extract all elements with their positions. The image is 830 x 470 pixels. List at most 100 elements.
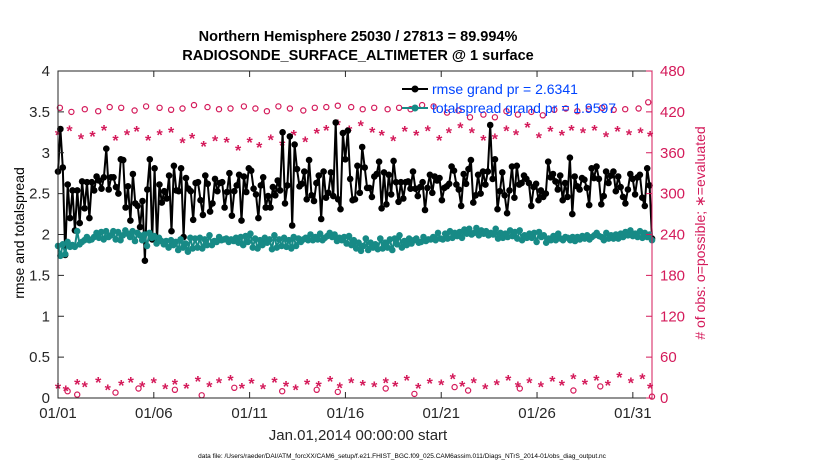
obs-evaluated-marker: * xyxy=(239,381,246,398)
spread-point xyxy=(247,230,254,237)
obs-evaluated-marker: * xyxy=(348,376,355,393)
spread-point xyxy=(143,242,151,250)
rmse-point xyxy=(518,179,525,187)
rmse-point xyxy=(643,165,651,172)
y-axis-label: rmse and totalspread xyxy=(11,167,27,299)
obs-possible-marker xyxy=(227,105,234,112)
obs-possible-marker xyxy=(323,103,330,111)
x-tick-label: 01/21 xyxy=(422,405,460,422)
y-tick-label: 3 xyxy=(42,145,50,162)
rmse-point xyxy=(400,195,407,202)
rmse-point xyxy=(255,214,262,222)
obs-evaluated-marker: * xyxy=(195,374,202,391)
obs-possible-marker xyxy=(395,104,403,112)
obs-evaluated-marker: * xyxy=(626,128,633,145)
obs-possible-marker xyxy=(68,108,75,116)
spread-point xyxy=(182,240,189,247)
obs-evaluated-marker: * xyxy=(162,382,169,399)
rmse-point xyxy=(272,192,279,199)
obs-evaluated-marker: * xyxy=(124,128,131,145)
rmse-point xyxy=(641,202,649,210)
rmse-point xyxy=(122,204,129,211)
y-tick-label: 4 xyxy=(42,63,50,80)
y-right-tick-label: 0 xyxy=(660,390,668,407)
rmse-point xyxy=(462,180,470,188)
obs-possible-marker xyxy=(585,105,593,113)
obs-evaluated-marker: * xyxy=(413,128,420,145)
rmse-point xyxy=(175,187,182,195)
rmse-point xyxy=(276,187,284,194)
obs-possible-marker xyxy=(112,389,119,396)
obs-possible-marker xyxy=(171,386,179,393)
rmse-point xyxy=(556,172,564,179)
rmse-point xyxy=(494,205,501,213)
obs-evaluated-marker: * xyxy=(323,123,330,140)
rmse-point xyxy=(189,216,197,224)
obs-evaluated-marker: * xyxy=(446,126,453,143)
rmse-point xyxy=(305,156,313,164)
rmse-point xyxy=(194,178,202,186)
x-tick-label: 01/01 xyxy=(39,405,77,422)
rmse-point xyxy=(291,141,298,148)
rmse-point xyxy=(209,200,216,207)
obs-possible-marker xyxy=(539,112,547,119)
rmse-point xyxy=(163,195,170,202)
rmse-point xyxy=(274,177,282,184)
rmse-point xyxy=(590,174,598,182)
rmse-point xyxy=(238,217,245,224)
spread-point xyxy=(540,232,548,239)
rmse-point xyxy=(486,121,494,129)
obs-possible-marker xyxy=(348,103,355,111)
obs-evaluated-marker: * xyxy=(471,376,478,393)
obs-evaluated-marker: * xyxy=(593,373,600,390)
rmse-point xyxy=(129,170,137,178)
rmse-point xyxy=(339,129,347,137)
spread-point xyxy=(362,235,370,242)
rmse-point xyxy=(233,182,240,189)
obs-evaluated-marker: * xyxy=(179,136,186,153)
rmse-point xyxy=(477,190,484,197)
rmse-point xyxy=(252,191,260,198)
rmse-point xyxy=(279,129,286,136)
rmse-point xyxy=(549,170,557,178)
rmse-point xyxy=(368,193,376,201)
rmse-point xyxy=(197,196,204,204)
obs-evaluated-marker: * xyxy=(637,126,644,143)
obs-possible-marker xyxy=(516,385,524,392)
obs-evaluated-marker: * xyxy=(358,119,365,136)
obs-evaluated-marker: * xyxy=(524,120,531,137)
rmse-point xyxy=(57,125,64,133)
obs-possible-marker xyxy=(215,105,223,113)
rmse-point xyxy=(457,202,465,210)
obs-possible-marker xyxy=(252,105,259,112)
data-file-footnote: data file: /Users/raeder/DAI/ATM_forcXX/… xyxy=(198,453,607,460)
rmse-point xyxy=(576,186,583,193)
spread-point xyxy=(345,232,353,240)
obs-evaluated-marker: * xyxy=(302,134,309,151)
obs-evaluated-marker: * xyxy=(235,143,242,160)
y-right-tick-label: 240 xyxy=(660,227,685,244)
obs-possible-marker xyxy=(514,111,522,118)
obs-evaluated-marker: * xyxy=(438,378,445,395)
obs-possible-marker xyxy=(73,391,81,398)
obs-evaluated-marker: * xyxy=(314,126,321,143)
obs-evaluated-marker: * xyxy=(392,379,399,396)
obs-evaluated-marker: * xyxy=(647,129,654,146)
spread-point xyxy=(528,234,536,242)
legend-rmse-label: rmse grand pr = 2.6341 xyxy=(432,81,578,97)
obs-evaluated-marker: * xyxy=(568,123,575,140)
rmse-point xyxy=(392,178,400,186)
spread-point xyxy=(292,242,300,250)
obs-evaluated-marker: * xyxy=(227,373,234,390)
rmse-point xyxy=(390,157,397,165)
rmse-point xyxy=(74,187,81,194)
spread-point xyxy=(331,231,338,238)
obs-evaluated-marker: * xyxy=(206,380,213,397)
obs-possible-marker xyxy=(480,111,487,118)
obs-evaluated-marker: * xyxy=(139,380,146,397)
obs-evaluated-marker: * xyxy=(526,376,533,393)
chart-subtitle: RADIOSONDE_SURFACE_ALTIMETER @ 1 surface xyxy=(182,48,533,64)
rmse-point xyxy=(619,193,627,201)
rmse-point xyxy=(561,179,569,187)
rmse-point xyxy=(206,208,214,215)
